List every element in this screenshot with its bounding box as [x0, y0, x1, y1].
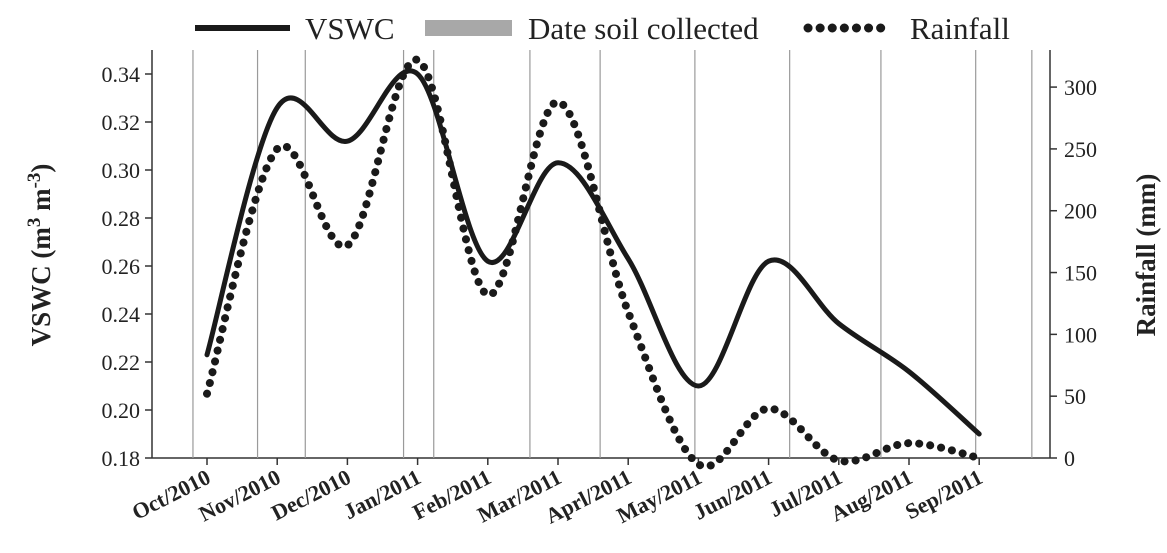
- right-y-tick-label: 0: [1064, 446, 1075, 471]
- x-tick-label: Nov/2010: [195, 464, 285, 526]
- legend-swatch-soil-collected: [425, 20, 512, 36]
- left-y-axis-ticks: 0.18 0.20 0.22 0.24 0.26 0.28 0.30 0.32 0.34: [102, 62, 152, 471]
- x-tick-label: Sep/2011: [901, 464, 986, 524]
- left-y-tick-label: 0.22: [102, 350, 141, 375]
- left-y-tick-label: 0.30: [102, 158, 141, 183]
- left-y-tick-label: 0.26: [102, 254, 141, 279]
- left-y-tick-label: 0.24: [102, 302, 141, 327]
- x-tick-label: Jan/2011: [339, 464, 424, 524]
- left-y-tick-label: 0.32: [102, 110, 141, 135]
- left-y-tick-label: 0.18: [102, 446, 141, 471]
- right-y-tick-label: 50: [1064, 384, 1086, 409]
- left-y-tick-label: 0.28: [102, 206, 141, 231]
- left-y-tick-label: 0.20: [102, 398, 141, 423]
- right-y-axis-title: Rainfall (mm): [1131, 174, 1161, 337]
- legend-label-soil-collected: Date soil collected: [528, 11, 759, 46]
- legend-label-vswc: VSWC: [305, 11, 395, 46]
- left-y-axis-title: VSWC (m3 m-3): [24, 164, 56, 347]
- x-tick-label: Jun/2011: [689, 464, 776, 525]
- x-tick-label: Dec/2010: [267, 464, 355, 525]
- x-tick-label: Aug/2011: [826, 464, 916, 526]
- soil-collection-lines: [192, 50, 1033, 458]
- x-axis-ticks: Oct/2010Nov/2010Dec/2010Jan/2011Feb/2011…: [128, 458, 986, 529]
- vswc-series-line: [204, 68, 982, 437]
- right-y-tick-label: 250: [1064, 137, 1097, 162]
- right-y-axis-ticks: 0 50 100 150 200 250 300: [1050, 75, 1097, 471]
- left-y-tick-label: 0.34: [102, 62, 141, 87]
- right-y-tick-label: 150: [1064, 261, 1097, 286]
- right-y-tick-label: 300: [1064, 75, 1097, 100]
- right-y-tick-label: 100: [1064, 322, 1097, 347]
- rainfall-series-line: [203, 55, 984, 471]
- plot-area: Oct/2010Nov/2010Dec/2010Jan/2011Feb/2011…: [102, 50, 1097, 529]
- legend: VSWC Date soil collected Rainfall: [195, 11, 1010, 46]
- right-y-tick-label: 200: [1064, 199, 1097, 224]
- legend-label-rainfall: Rainfall: [910, 11, 1010, 46]
